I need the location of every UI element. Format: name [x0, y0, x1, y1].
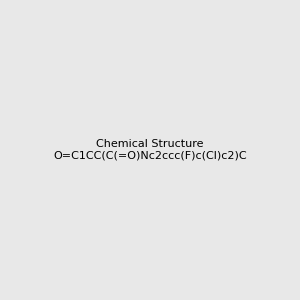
Text: Chemical Structure
O=C1CC(C(=O)Nc2ccc(F)c(Cl)c2)C: Chemical Structure O=C1CC(C(=O)Nc2ccc(F)…: [53, 139, 247, 161]
